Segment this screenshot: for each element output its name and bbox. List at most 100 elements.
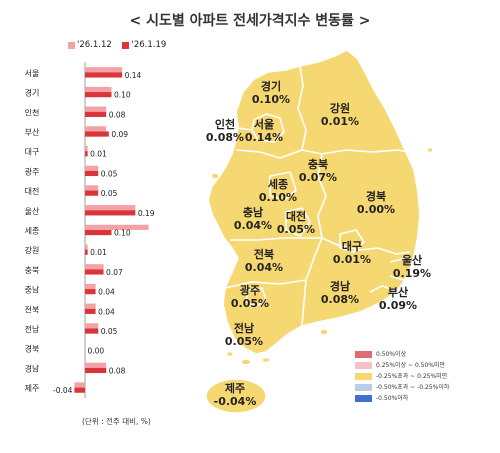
- bar-prev: [85, 145, 88, 152]
- border-chungnam-jeonbuk: [230, 237, 322, 241]
- map-legend-swatch: [355, 362, 372, 369]
- map-legend-label: 0.25%이상 ~ 0.50%미만: [376, 362, 446, 369]
- island-ulleung: [426, 146, 434, 154]
- legend-swatch-curr: [122, 41, 130, 49]
- map-legend-row: -0.50%초과 ~ -0.25%이하: [355, 383, 449, 394]
- category-label: 세종: [25, 226, 40, 235]
- category-label: 충남: [25, 286, 40, 295]
- category-label: 전남: [25, 324, 40, 334]
- bar-curr: [85, 190, 99, 196]
- map-region-name: 경북: [366, 189, 386, 203]
- category-label: 전북: [25, 304, 40, 314]
- unit-note: (단위 : 전주 대비, %): [82, 417, 151, 426]
- bar-curr: [85, 210, 136, 216]
- data-label: 0.08: [109, 366, 126, 375]
- category-label: 제주: [25, 384, 40, 393]
- map-region-value: 0.01%: [321, 115, 359, 128]
- map-labels: 경기0.10%강원0.01%인천0.08%서울0.14%충북0.07%세종0.1…: [206, 79, 431, 408]
- border-gyeonggi-gangwon: [297, 65, 307, 151]
- map-region-name: 인천: [215, 117, 235, 131]
- category-label: 강원: [25, 245, 40, 255]
- map-region-name: 광주: [240, 284, 260, 297]
- map-legend-label: -0.50%이하: [376, 395, 409, 402]
- bar-curr: [85, 308, 96, 314]
- data-label: 0.09: [111, 130, 128, 139]
- map-legend-row: 0.50%이상: [355, 350, 449, 361]
- bar-curr: [85, 111, 107, 117]
- bar-prev: [85, 205, 136, 211]
- bar-curr: [85, 249, 88, 255]
- map-region-name: 충북: [308, 157, 328, 171]
- bar-curr: [85, 151, 88, 157]
- category-label: 충북: [25, 266, 40, 275]
- category-label: 대전: [25, 186, 40, 196]
- border-incheon: [237, 127, 253, 131]
- map-region-name: 충남: [243, 205, 263, 219]
- map-region-value: 0.08%: [321, 293, 359, 306]
- map-region-name: 대전: [286, 209, 306, 223]
- data-label: 0.19: [138, 209, 155, 218]
- map-region-value: 0.10%: [252, 93, 290, 106]
- data-label: 0.10: [114, 91, 131, 100]
- data-label: 0.05: [101, 327, 118, 336]
- bar-curr: [85, 328, 99, 334]
- map-region-value: 0.08%: [206, 131, 244, 144]
- data-label: 0.05: [101, 189, 118, 198]
- map-region-value: -0.04%: [214, 395, 257, 408]
- map-region-value: 0.09%: [379, 299, 417, 312]
- bar-prev: [85, 86, 112, 93]
- bar-curr: [85, 170, 99, 177]
- border-chungnam-daejeon: [285, 207, 311, 237]
- legend-swatch-prev: [68, 41, 75, 49]
- map-land: [205, 49, 434, 414]
- bar-prev: [85, 303, 96, 309]
- border-sejong: [269, 171, 297, 201]
- map-legend-swatch: [355, 395, 372, 402]
- legend-label-curr: '26.1.19: [131, 40, 167, 50]
- data-label: 0.14: [125, 71, 142, 80]
- bar-prev: [85, 264, 104, 270]
- data-label: 0.08: [109, 110, 126, 119]
- data-label: 0.07: [106, 268, 123, 277]
- island-south-4: [225, 350, 235, 358]
- map-borders: [224, 65, 415, 327]
- map-region-value: 0.04%: [245, 261, 283, 274]
- map-region-value: 0.19%: [393, 267, 431, 280]
- bar-prev: [85, 67, 123, 73]
- map-region-name: 경남: [330, 279, 350, 293]
- data-label: 0.10: [114, 228, 131, 237]
- map-region-value: 0.01%: [333, 253, 371, 266]
- border-gwangju: [245, 287, 267, 307]
- legend-label-prev: '26.1.12: [77, 40, 112, 50]
- border-chungbuk-gyeongbuk: [317, 153, 327, 239]
- map-legend: 0.50%이상 0.25%이상 ~ 0.50%미만 -0.25%초과 ~ 0.25%…: [355, 350, 449, 405]
- map-legend-row: -0.50%이하: [355, 394, 449, 405]
- island-jeju: [205, 378, 267, 414]
- island-south-2: [261, 356, 271, 364]
- map-legend-row: -0.25%초과 ~ 0.25%미만: [355, 372, 449, 383]
- map-region-name: 부산: [388, 285, 408, 299]
- map-legend-row: 0.25%이상 ~ 0.50%미만: [355, 361, 449, 372]
- map-region-name: 서울: [254, 117, 274, 131]
- category-label: 울산: [25, 206, 40, 216]
- category-label: 경남: [25, 363, 40, 373]
- data-label: 0.00: [88, 347, 105, 356]
- bar-curr: [85, 72, 123, 78]
- mainland-outline: [207, 49, 421, 355]
- map-region-value: 0.05%: [277, 223, 315, 236]
- bar-curr: [85, 131, 109, 137]
- bar-prev: [85, 165, 99, 171]
- bar-prev: [85, 283, 96, 290]
- category-label: 대구: [25, 148, 40, 157]
- map-region-name: 강원: [330, 101, 350, 115]
- border-daegu: [339, 229, 365, 253]
- map-legend-label: -0.50%초과 ~ -0.25%이하: [376, 384, 450, 391]
- map-region-name: 제주: [225, 381, 245, 395]
- bar-prev: [85, 185, 99, 191]
- map-region-name: 대구: [342, 239, 362, 253]
- category-label: 광주: [25, 166, 40, 176]
- bar-chart-legend: '26.1.12 '26.1.19: [68, 40, 174, 51]
- category-label: 인천: [25, 107, 40, 117]
- map-region-value: 0.00%: [357, 203, 395, 216]
